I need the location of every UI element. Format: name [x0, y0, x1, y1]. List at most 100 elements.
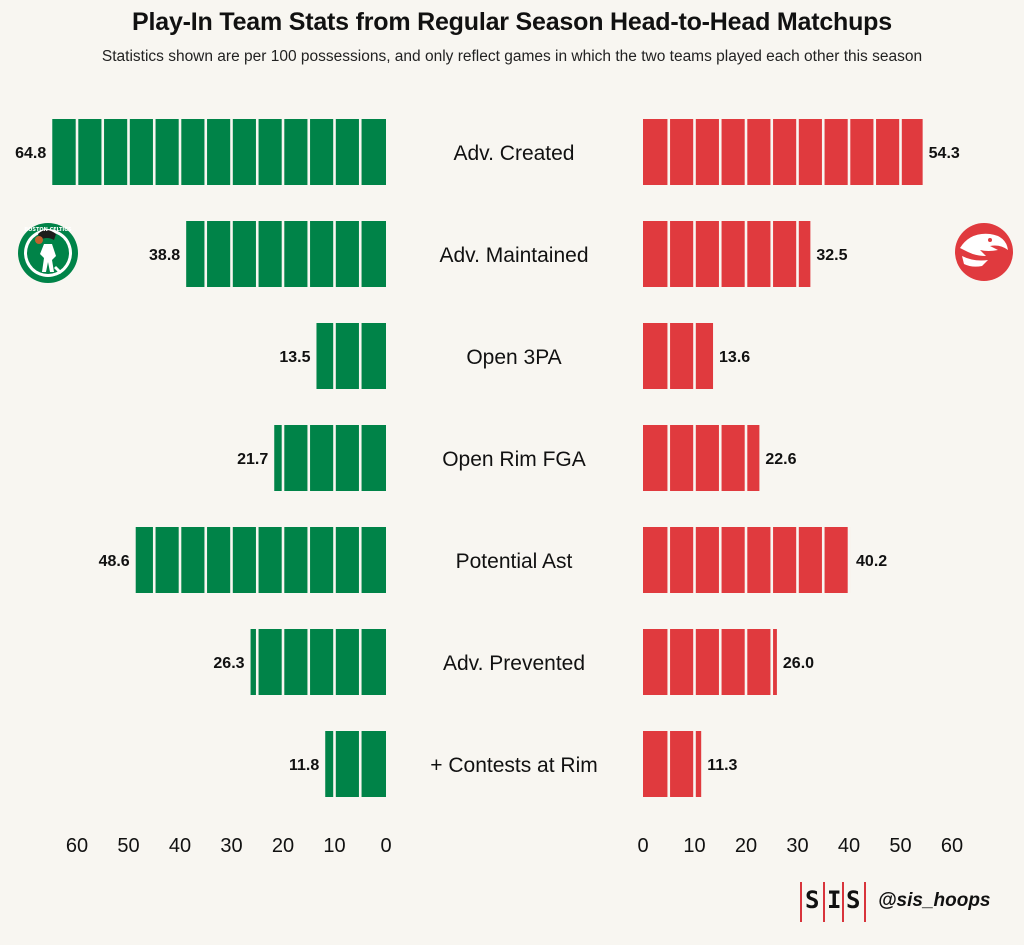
left-bar-divider: [333, 221, 336, 287]
right-bar-divider: [744, 221, 748, 287]
category-label-0: Adv. Created: [453, 142, 574, 165]
right-axis-tick-10: 10: [683, 835, 705, 857]
right-bar-0: [643, 119, 923, 185]
left-bar-divider: [281, 629, 285, 695]
left-bar-divider: [230, 119, 233, 185]
right-bar-divider: [693, 731, 696, 797]
left-bar-divider: [307, 629, 311, 695]
left-axis-tick-20: 20: [272, 835, 294, 857]
right-bar-divider: [744, 425, 748, 491]
category-label-4: Potential Ast: [456, 550, 573, 573]
left-bar-5: [250, 629, 386, 695]
right-bar-divider: [899, 119, 902, 185]
right-bar-divider: [667, 119, 671, 185]
left-bar-divider: [333, 527, 336, 593]
left-axis-tick-30: 30: [220, 835, 242, 857]
right-axis-tick-40: 40: [838, 835, 860, 857]
left-bar-divider: [101, 119, 105, 185]
boston-celtics-logo: BOSTON CELTICS: [18, 223, 78, 283]
left-axis-tick-0: 0: [380, 835, 391, 857]
right-bar-divider: [718, 221, 722, 287]
right-bar-divider: [873, 119, 877, 185]
left-bar-divider: [281, 221, 285, 287]
category-label-6: + Contests at Rim: [430, 754, 597, 777]
right-bar-divider: [693, 425, 696, 491]
right-bar-divider: [718, 119, 722, 185]
left-axis-tick-60: 60: [66, 835, 88, 857]
twitter-handle: @sis_hoops: [878, 890, 991, 911]
right-bar-divider: [693, 323, 696, 389]
left-axis-tick-50: 50: [117, 835, 139, 857]
left-value-label-0: 64.8: [15, 145, 46, 162]
left-bar-divider: [152, 119, 156, 185]
right-bar-divider: [667, 425, 671, 491]
left-bar-divider: [255, 527, 259, 593]
left-bar-divider: [358, 425, 362, 491]
left-bar-divider: [307, 221, 311, 287]
right-bar-divider: [718, 527, 722, 593]
left-bar-divider: [333, 629, 336, 695]
right-bar-divider: [744, 629, 748, 695]
chart-subtitle: Statistics shown are per 100 possessions…: [101, 48, 923, 65]
right-bar-divider: [718, 629, 722, 695]
right-axis-tick-50: 50: [889, 835, 911, 857]
right-bar-divider: [821, 527, 825, 593]
right-axis-tick-30: 30: [786, 835, 808, 857]
right-bar-divider: [718, 425, 722, 491]
left-bar-divider: [152, 527, 156, 593]
right-bar-1: [643, 221, 811, 287]
left-value-label-4: 48.6: [99, 553, 130, 570]
right-bar-divider: [847, 119, 851, 185]
left-bar-divider: [333, 425, 336, 491]
left-bar-divider: [75, 119, 79, 185]
left-bar-divider: [255, 629, 259, 695]
right-bar-divider: [667, 731, 671, 797]
category-label-5: Adv. Prevented: [443, 652, 585, 675]
right-bar-divider: [770, 119, 774, 185]
left-axis-tick-40: 40: [169, 835, 191, 857]
right-bar-divider: [667, 323, 671, 389]
left-bar-divider: [358, 221, 362, 287]
right-value-label-4: 40.2: [856, 553, 887, 570]
left-bar-divider: [255, 119, 259, 185]
chart-title: Play-In Team Stats from Regular Season H…: [132, 8, 892, 36]
left-bar-divider: [178, 119, 182, 185]
right-bar-divider: [693, 221, 696, 287]
left-bar-2: [316, 323, 386, 389]
sis-logo: S I S: [798, 880, 866, 924]
left-bar-3: [274, 425, 386, 491]
left-value-label-5: 26.3: [213, 655, 244, 672]
right-axis-tick-20: 20: [735, 835, 757, 857]
category-label-3: Open Rim FGA: [442, 448, 586, 471]
right-bar-divider: [693, 527, 696, 593]
left-bar-divider: [358, 731, 362, 797]
right-bar-divider: [667, 629, 671, 695]
left-bar-divider: [204, 527, 208, 593]
sis-brand: S I S @sis_hoops: [798, 880, 1018, 924]
right-bar-divider: [744, 527, 748, 593]
right-axis-tick-60: 60: [941, 835, 963, 857]
left-bar-1: [186, 221, 386, 287]
left-axis-tick-10: 10: [323, 835, 345, 857]
right-bar-divider: [744, 119, 748, 185]
right-value-label-5: 26.0: [783, 655, 814, 672]
right-axis-tick-0: 0: [637, 835, 648, 857]
right-bar-6: [643, 731, 702, 797]
right-bar-divider: [796, 119, 799, 185]
left-bar-divider: [358, 629, 362, 695]
right-bar-divider: [770, 221, 774, 287]
left-bar-divider: [358, 119, 362, 185]
left-bar-0: [52, 119, 386, 185]
celtics-logo-text: BOSTON CELTICS: [24, 227, 72, 233]
category-label-2: Open 3PA: [466, 346, 561, 369]
left-bar-divider: [230, 221, 233, 287]
right-bar-divider: [770, 629, 774, 695]
right-bar-divider: [770, 527, 774, 593]
left-bar-divider: [358, 323, 362, 389]
left-bar-divider: [127, 119, 130, 185]
right-bar-divider: [821, 119, 825, 185]
right-bar-divider: [667, 527, 671, 593]
left-bar-divider: [281, 425, 285, 491]
left-bar-divider: [333, 323, 336, 389]
